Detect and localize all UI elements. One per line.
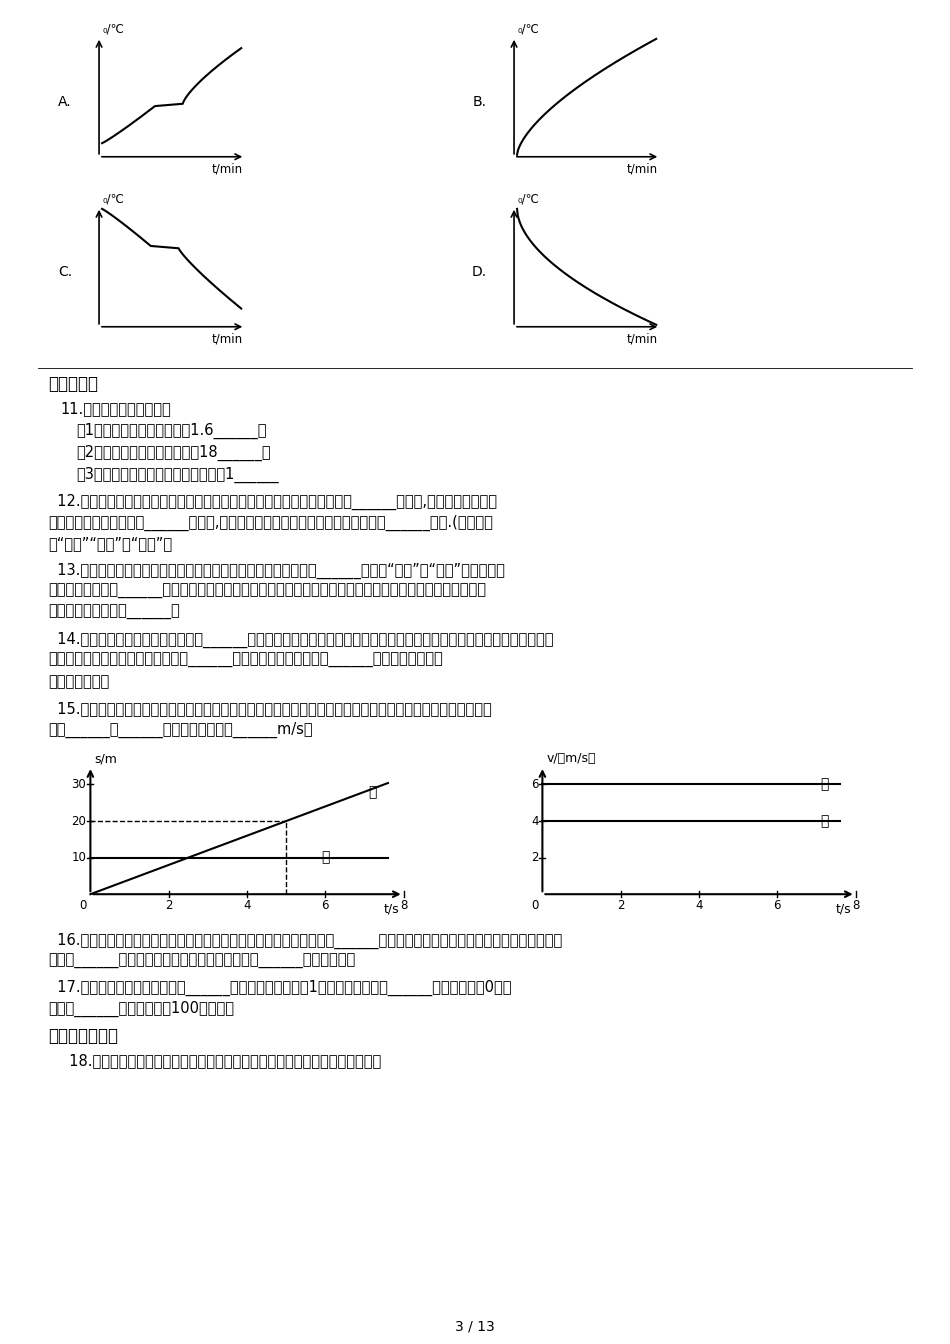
Text: 12.编钟是我国春秋战国时代的乐器，敖击它能发出悦耳的声音是由于它的______产生的,用大小不同的力度: 12.编钟是我国春秋战国时代的乐器，敖击它能发出悦耳的声音是由于它的______… xyxy=(48,495,497,511)
Text: 13.某人坐在匀速向南行驶的列车中，以列车车厢为参照物，他是______『选填“运动”或“静止”』的；此人: 13.某人坐在匀速向南行驶的列车中，以列车车厢为参照物，他是______『选填“… xyxy=(48,563,504,579)
Text: 「3」一同学正常步行时的速度可到达1______: 「3」一同学正常步行时的速度可到达1______ xyxy=(76,466,278,484)
Text: 车是______和______；小车乙的速度是______m/s。: 车是______和______；小车乙的速度是______m/s。 xyxy=(48,722,313,738)
Text: ₀/℃: ₀/℃ xyxy=(102,23,124,36)
Text: 20: 20 xyxy=(71,814,86,828)
Text: 常常在菜窖里放几桶水，这是利用水______『填物态变化名称』时会______热，而使菜窖里的: 常常在菜窖里放几桶水，这是利用水______『填物态变化名称』时会______热… xyxy=(48,653,443,668)
Text: 甲: 甲 xyxy=(369,785,377,798)
Text: 敖击同一编钟能发出不同______的声音,我们能够区分编钟和其他乐器的声音是因为______不同.(后两空选: 敖击同一编钟能发出不同______的声音,我们能够区分编钟和其他乐器的声音是因为… xyxy=(48,515,493,531)
Text: 2: 2 xyxy=(531,851,539,864)
Text: 15.甲、乙、丙、丁四辆小车在同一平直公路上运动，它们运动的图象如下图，由图象可知：运动速度相同的小: 15.甲、乙、丙、丁四辆小车在同一平直公路上运动，它们运动的图象如下图，由图象可… xyxy=(48,702,492,716)
Text: 6: 6 xyxy=(321,899,329,913)
Text: t/min: t/min xyxy=(212,333,243,345)
Text: 丁: 丁 xyxy=(321,851,330,864)
Text: 30: 30 xyxy=(71,778,86,792)
Text: 「1」一位中学生的身高约为1.6______；: 「1」一位中学生的身高约为1.6______； xyxy=(76,423,267,439)
Text: 填“音调”“响度”或“音色”）: 填“音调”“响度”或“音色”） xyxy=(48,536,172,551)
Text: 二、填空题: 二、填空题 xyxy=(48,375,98,392)
Text: 18.将以下图中三种测量仓器的测量结果（数值及单位）填写在下表相应空格中: 18.将以下图中三种测量仓器的测量结果（数值及单位）填写在下表相应空格中 xyxy=(60,1052,381,1068)
Text: 三、实验探究题: 三、实验探究题 xyxy=(48,1027,118,1046)
Text: ₀/℃: ₀/℃ xyxy=(517,23,539,36)
Text: v/（m/s）: v/（m/s） xyxy=(546,753,596,765)
Text: 4: 4 xyxy=(243,899,251,913)
Text: ₀/℃: ₀/℃ xyxy=(102,194,124,206)
Text: C.: C. xyxy=(58,265,72,280)
Text: 11.请你填上适宜的单位：: 11.请你填上适宜的单位： xyxy=(60,401,171,417)
Text: 8: 8 xyxy=(852,899,860,913)
Text: 4: 4 xyxy=(531,814,539,828)
Text: t/min: t/min xyxy=(212,163,243,176)
Text: A.: A. xyxy=(58,95,72,109)
Text: 气温不至太低。: 气温不至太低。 xyxy=(48,673,109,689)
Text: 8: 8 xyxy=(400,899,408,913)
Text: D.: D. xyxy=(472,265,487,280)
Text: t/s: t/s xyxy=(836,902,851,915)
Text: 3 / 13: 3 / 13 xyxy=(455,1320,495,1335)
Text: 0: 0 xyxy=(79,899,86,913)
Text: 这是在______处减弱噪声；在住宅区植树，这是在______中减弱噪声。: 这是在______处减弱噪声；在住宅区植树，这是在______中减弱噪声。 xyxy=(48,954,355,969)
Text: 6: 6 xyxy=(531,778,539,792)
Text: 这就是运动和静止的______。: 这就是运动和静止的______。 xyxy=(48,605,180,620)
Text: 14.夏天喝饮料加些冰块，是利用冰______时吸热而使饮料温度降低；北方冬天天气寒冷，人们为了不让菜窖里的菜冻坏，: 14.夏天喝饮料加些冰块，是利用冰______时吸热而使饮料温度降低；北方冬天天… xyxy=(48,632,554,648)
Text: t/min: t/min xyxy=(627,163,658,176)
Text: 17.常用的温度计是根据液体的______的规律制成的。在 1标准大气压下，把______的温度规定为0摄氏: 17.常用的温度计是根据液体的______的规律制成的。在 1标准大气压下，把_… xyxy=(48,980,511,996)
Text: t/s: t/s xyxy=(384,902,400,915)
Text: 乙: 乙 xyxy=(821,777,828,792)
Text: 10: 10 xyxy=(71,851,86,864)
Text: 16.减弱噪声的途径有三种方法。在汽车的排气管上加消声器，这是在______处减弱噪声；戴上耳塞，减弱传入人耳的噪声，: 16.减弱噪声的途径有三种方法。在汽车的排气管上加消声器，这是在______处减… xyxy=(48,933,562,949)
Text: 看到路边的房屋向______运动。由于选择了不同的参照物，对同一个物体做机械运动的情况描述就可能不同，: 看到路边的房屋向______运动。由于选择了不同的参照物，对同一个物体做机械运动… xyxy=(48,585,486,599)
Text: 4: 4 xyxy=(695,899,703,913)
Text: 2: 2 xyxy=(617,899,624,913)
Text: 丙: 丙 xyxy=(821,814,828,828)
Text: 度，把______的温度规定为100摄氏度。: 度，把______的温度规定为100摄氏度。 xyxy=(48,1001,234,1017)
Text: s/m: s/m xyxy=(94,753,117,765)
Text: ₀/℃: ₀/℃ xyxy=(517,194,539,206)
Text: 2: 2 xyxy=(165,899,173,913)
Text: t/min: t/min xyxy=(627,333,658,345)
Text: 6: 6 xyxy=(773,899,781,913)
Text: 0: 0 xyxy=(531,899,539,913)
Text: 「2」初中物理课本的长度约为18______。: 「2」初中物理课本的长度约为18______。 xyxy=(76,445,271,461)
Text: B.: B. xyxy=(473,95,487,109)
